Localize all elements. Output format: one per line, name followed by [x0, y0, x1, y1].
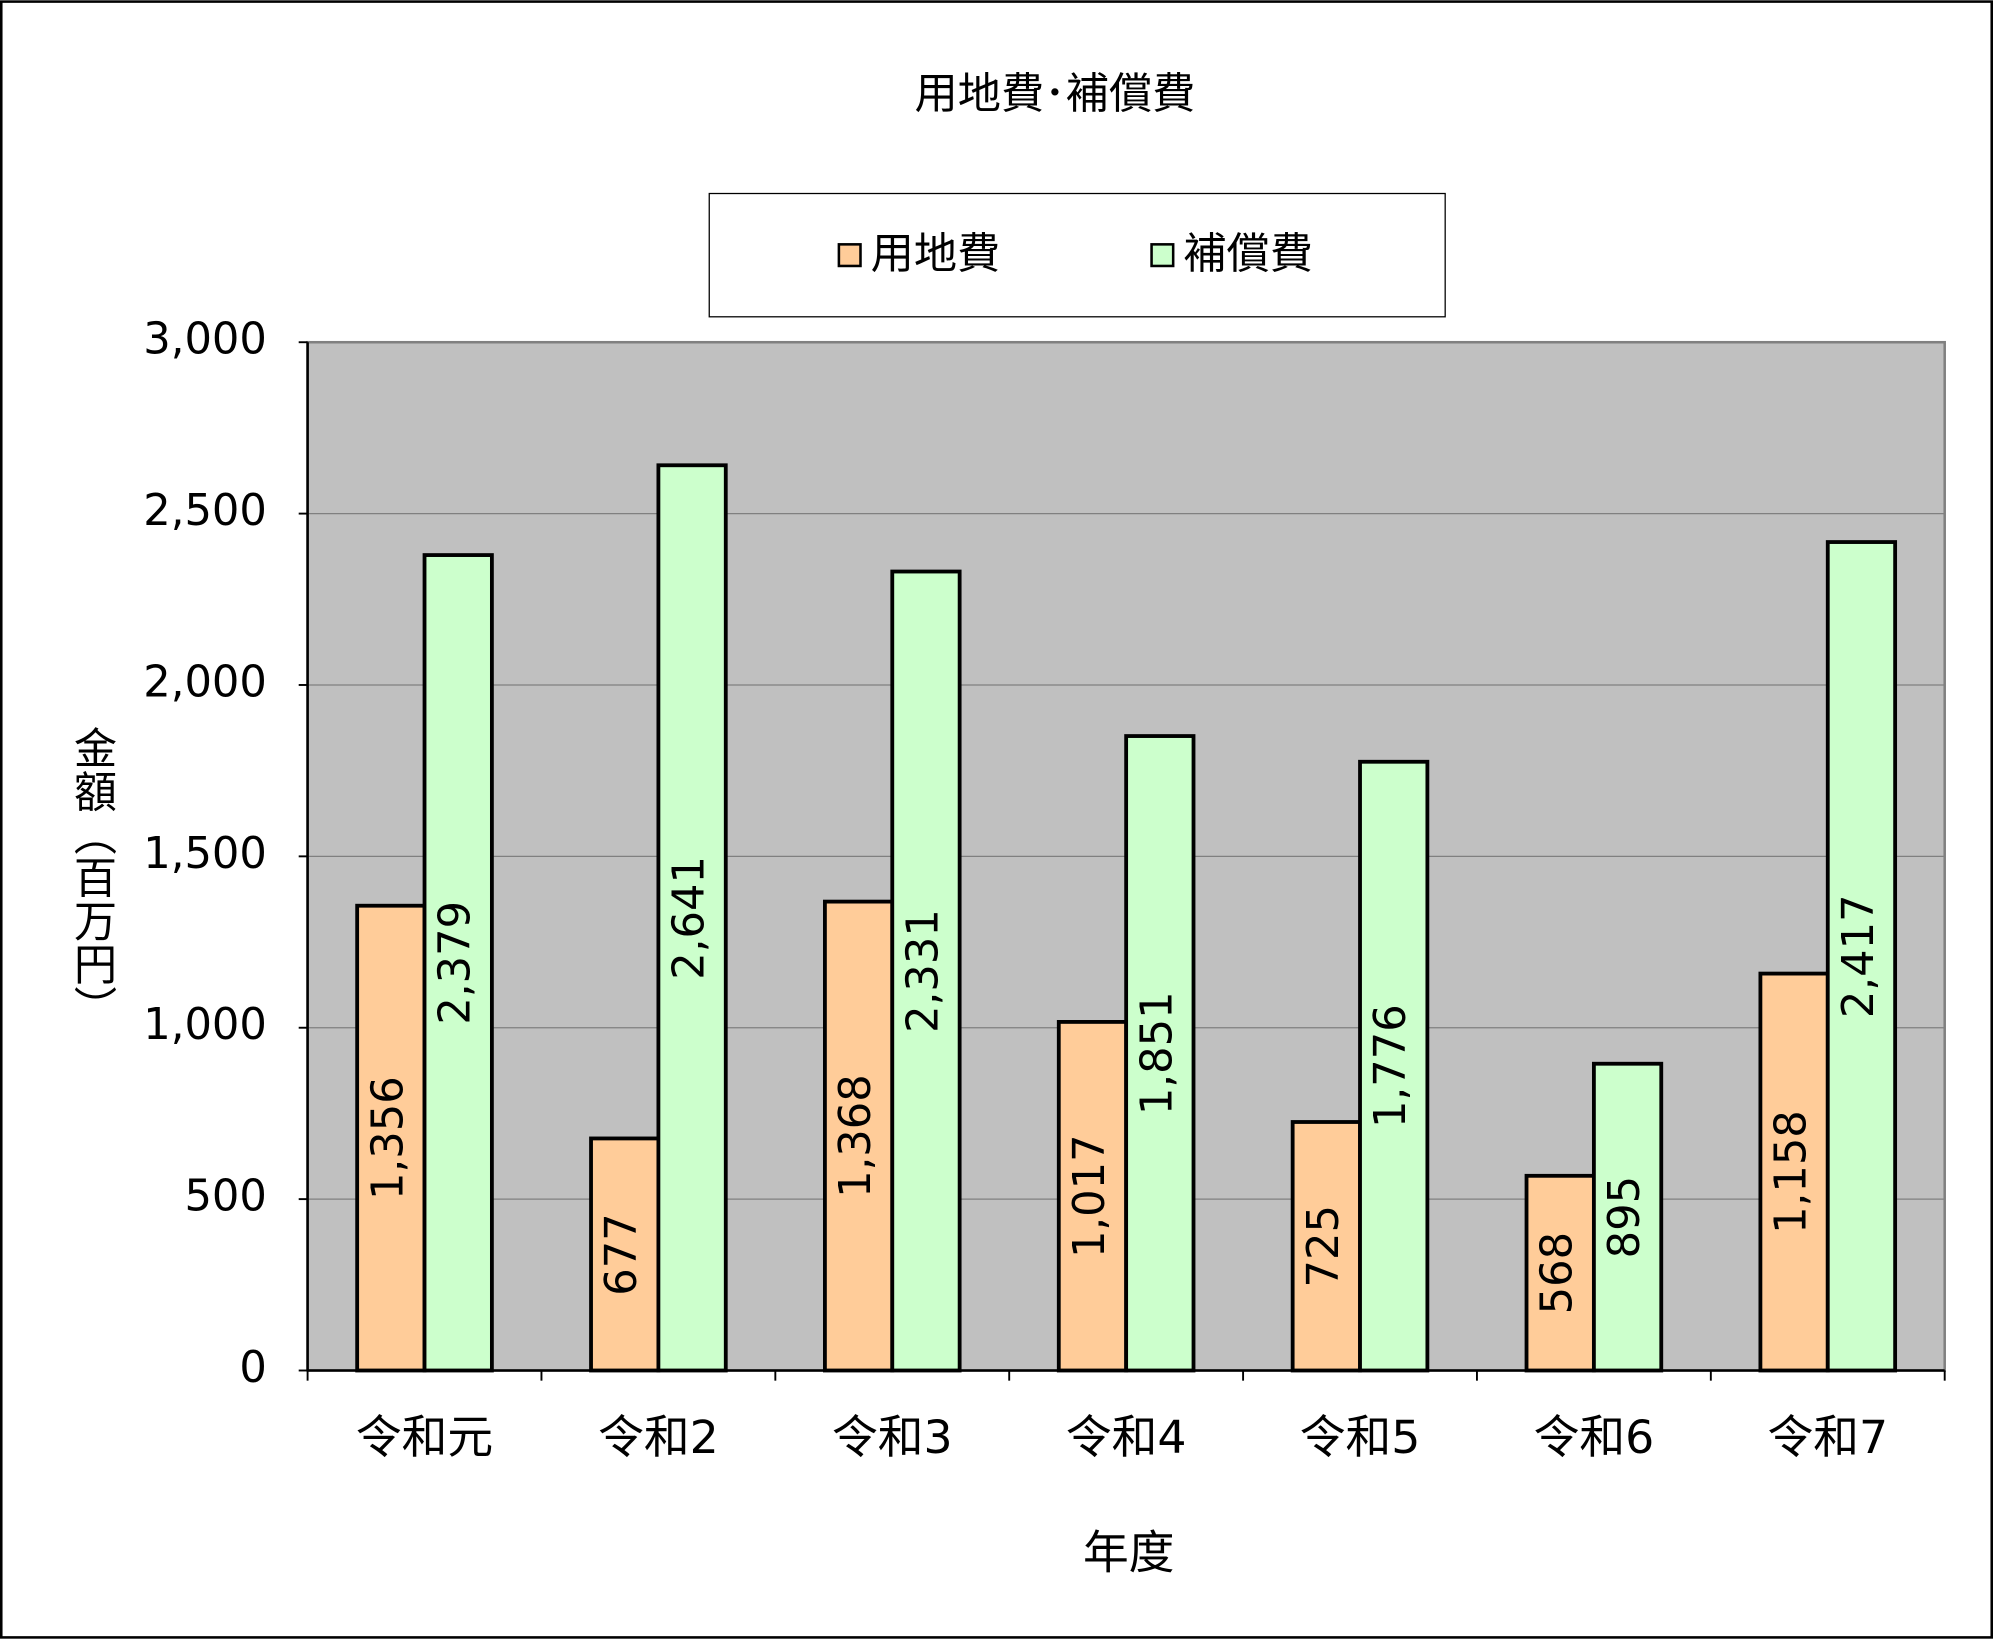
bar [1124, 734, 1196, 1373]
bar [355, 903, 427, 1373]
bar [1290, 1120, 1362, 1373]
data-label: 1,776 [1366, 1004, 1416, 1128]
bar [1591, 1061, 1664, 1373]
legend-box [708, 192, 1446, 318]
data-label: 1,368 [831, 1074, 881, 1198]
data-label: 1,356 [363, 1076, 413, 1200]
data-label: 2,331 [898, 909, 948, 1033]
bar [1524, 1173, 1596, 1373]
data-label: 725 [1299, 1205, 1349, 1287]
x-tick-label: 令和2 [598, 1411, 719, 1464]
y-tick-label: 1,000 [143, 1000, 267, 1050]
bar [656, 463, 728, 1373]
x-tick-label: 令和7 [1767, 1411, 1888, 1464]
bar [1758, 971, 1830, 1373]
chart-title: 用地費･補償費 [915, 69, 1196, 119]
data-label: 677 [597, 1213, 647, 1295]
data-label: 1,017 [1065, 1134, 1115, 1258]
data-label: 1,158 [1767, 1110, 1817, 1234]
y-tick-label: 500 [184, 1172, 266, 1222]
data-label: 1,851 [1132, 991, 1182, 1115]
x-tick-label: 令和4 [1066, 1411, 1187, 1464]
x-tick-label: 令和3 [832, 1411, 953, 1464]
x-tick-label: 令和5 [1300, 1411, 1421, 1464]
y-tick-label: 1,500 [143, 829, 267, 879]
legend-swatch [837, 243, 862, 268]
x-tick-label: 令和元 [356, 1411, 493, 1464]
bar [1825, 540, 1898, 1373]
bar [890, 569, 962, 1373]
bar [422, 553, 494, 1373]
x-axis-label: 年度 [1083, 1527, 1175, 1580]
bar [1358, 759, 1430, 1373]
y-tick-label: 0 [239, 1343, 266, 1393]
y-axis-label: 金額（百万円） [67, 726, 117, 1028]
data-label: 568 [1533, 1232, 1583, 1314]
data-label: 895 [1600, 1176, 1650, 1258]
y-tick-label: 2,000 [143, 657, 267, 707]
data-label: 2,379 [431, 901, 481, 1025]
data-label: 2,417 [1834, 894, 1884, 1018]
y-tick-label: 2,500 [143, 486, 267, 536]
data-label: 2,641 [665, 856, 715, 980]
legend-label: 用地費 [871, 230, 1001, 280]
x-tick-label: 令和6 [1534, 1411, 1655, 1464]
bar [1056, 1020, 1129, 1373]
legend-label: 補償費 [1183, 230, 1313, 280]
legend-swatch [1150, 243, 1175, 268]
y-tick-label: 3,000 [143, 315, 267, 365]
